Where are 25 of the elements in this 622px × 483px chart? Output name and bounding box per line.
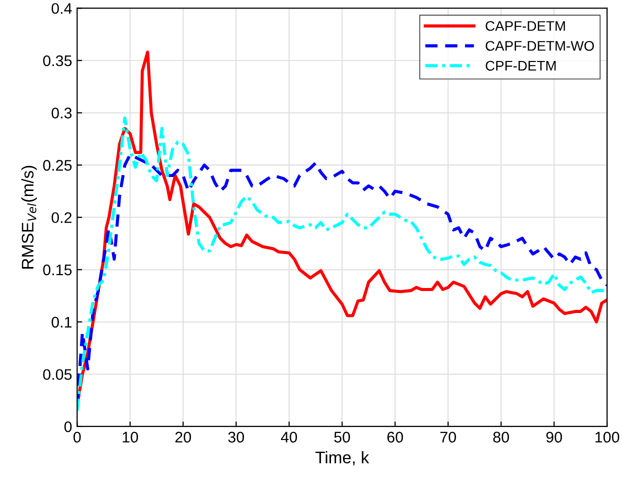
y-axis-title: RMSE$_{Vel}$(m/s) [21,166,37,269]
x-tick-label: 70 [440,432,456,443]
y-tick-label: 0.4 [52,3,72,14]
x-axis-title: Time, k [315,451,370,466]
y-tick-label: 0.1 [52,316,72,328]
legend-label: CAPF-DETM-WO [486,40,594,51]
legend-label: CPF-DETM [486,60,556,71]
y-tick-label: 0.35 [43,55,72,66]
x-tick-label: 60 [387,432,403,443]
y-tick-label: 0.2 [52,212,72,224]
x-tick-label: 0 [73,432,81,443]
x-tick-label: 80 [493,432,509,443]
y-tick-label: 0.05 [43,369,72,380]
x-tick-label: 90 [546,432,562,443]
x-tick-label: 30 [228,432,244,443]
y-tick-label: 0.3 [52,108,72,118]
x-tick-label: 20 [175,432,192,443]
y-tick-label: 0.15 [43,264,72,276]
x-tick-label: 40 [280,432,298,443]
y-tick-label: 0 [64,421,72,432]
x-tick-label: 10 [122,432,138,443]
x-tick-label: 50 [334,432,350,443]
x-tick-label: 100 [595,432,620,443]
legend-label: CAPF-DETM [486,21,565,31]
y-tick-label: 0.25 [43,160,72,171]
